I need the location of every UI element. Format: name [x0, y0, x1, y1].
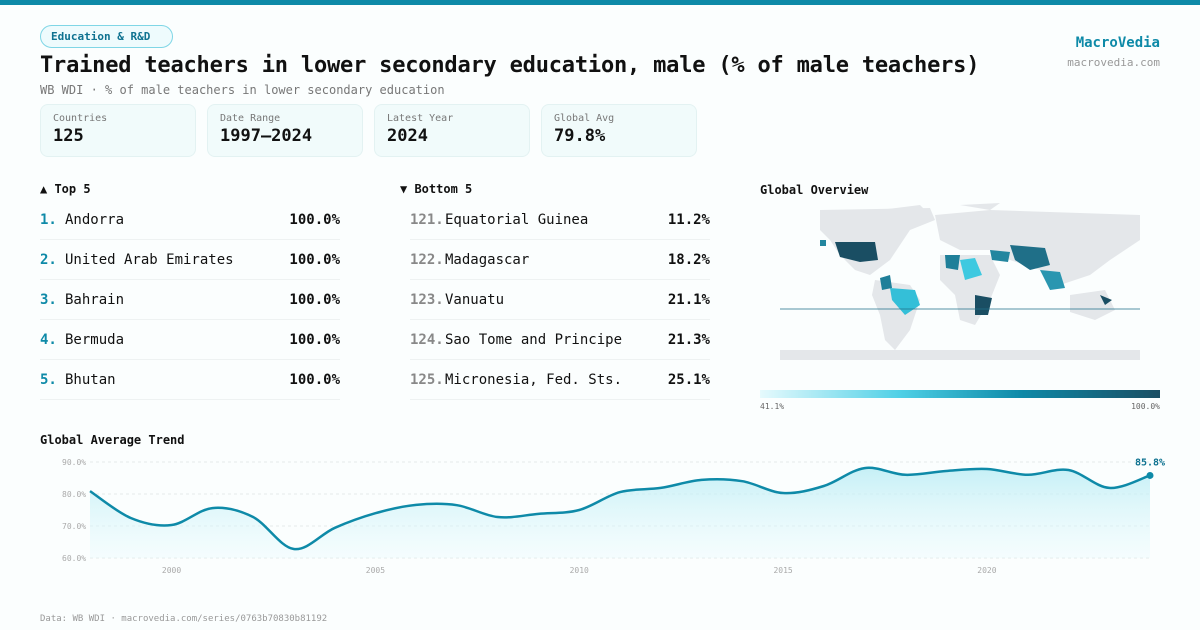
country-value: 100.0% — [289, 251, 340, 268]
rank: 1. — [40, 211, 57, 228]
country-value: 18.2% — [667, 251, 710, 268]
data-point — [1146, 471, 1154, 479]
trend-area — [90, 467, 1150, 558]
stat-label: Date Range — [220, 113, 281, 124]
rank: 123. — [410, 291, 444, 308]
rank: 5. — [40, 371, 57, 388]
top5-row[interactable]: 1. Andorra 100.0% — [40, 200, 340, 240]
brand-url[interactable]: macrovedia.com — [1067, 56, 1160, 69]
land-masses — [780, 203, 1140, 360]
country-name: Bermuda — [65, 331, 125, 348]
country-value: 11.2% — [667, 211, 710, 228]
stat-value: 2024 — [387, 126, 428, 146]
country-value: 100.0% — [289, 331, 340, 348]
bottom5-row[interactable]: 121. Equatorial Guinea 11.2% — [410, 200, 710, 240]
last-value-label: 85.8% — [1135, 457, 1165, 468]
country-name: Bhutan — [65, 371, 116, 388]
x-tick-label: 2020 — [977, 566, 996, 575]
rank: 124. — [410, 331, 444, 348]
country-name: United Arab Emirates — [65, 251, 234, 268]
country-name: Equatorial Guinea — [445, 211, 589, 228]
top5-row[interactable]: 4. Bermuda 100.0% — [40, 320, 340, 360]
x-tick-label: 2005 — [366, 566, 385, 575]
country-value: 21.1% — [667, 291, 710, 308]
category-tag[interactable]: Education & R&D — [40, 25, 174, 48]
stat-label: Countries — [53, 113, 108, 124]
x-tick-label: 2000 — [162, 566, 181, 575]
bottom5-row[interactable]: 123. Vanuatu 21.1% — [410, 280, 710, 320]
top5-row[interactable]: 5. Bhutan 100.0% — [40, 360, 340, 400]
stat-value: 125 — [53, 126, 84, 146]
data-countries — [820, 240, 1112, 315]
trend-chart[interactable]: 60.0% 70.0% 80.0% 90.0% 2000 2005 2010 2015 2020… — [0, 440, 1200, 590]
rank: 4. — [40, 331, 57, 348]
country-name: Andorra — [65, 211, 125, 228]
stat-countries: Countries 125 — [40, 104, 196, 157]
country-name: Bahrain — [65, 291, 125, 308]
bottom5-row[interactable]: 122. Madagascar 18.2% — [410, 240, 710, 280]
country-value: 100.0% — [289, 211, 340, 228]
stat-date-range: Date Range 1997–2024 — [207, 104, 363, 157]
rank: 122. — [410, 251, 444, 268]
stat-latest-year: Latest Year 2024 — [374, 104, 530, 157]
page-title: Trained teachers in lower secondary educ… — [40, 53, 980, 78]
country-value: 25.1% — [667, 371, 710, 388]
stat-global-avg: Global Avg 79.8% — [541, 104, 697, 157]
legend-max: 100.0% — [1131, 402, 1160, 411]
y-tick-label: 80.0% — [62, 490, 86, 499]
rank: 121. — [410, 211, 444, 228]
top-accent-bar — [0, 0, 1200, 5]
brand-name[interactable]: MacroVedia — [1075, 35, 1160, 51]
country-name: Sao Tome and Principe — [445, 331, 623, 348]
legend-min: 41.1% — [760, 402, 785, 411]
brand: MacroVedia macrovedia.com — [1067, 35, 1160, 69]
map-legend-gradient — [760, 390, 1160, 398]
x-tick-label: 2010 — [570, 566, 589, 575]
y-tick-label: 90.0% — [62, 458, 86, 467]
country-name: Vanuatu — [445, 291, 505, 308]
y-tick-label: 60.0% — [62, 554, 86, 563]
rank: 2. — [40, 251, 57, 268]
bottom5-row[interactable]: 124. Sao Tome and Principe 21.3% — [410, 320, 710, 360]
rank: 3. — [40, 291, 57, 308]
country-value: 100.0% — [289, 291, 340, 308]
country-value: 21.3% — [667, 331, 710, 348]
y-tick-label: 70.0% — [62, 522, 86, 531]
stat-label: Latest Year — [387, 113, 454, 124]
bottom5-heading: ▼ Bottom 5 — [400, 182, 473, 196]
trend-heading: Global Average Trend — [40, 433, 185, 447]
top5-row[interactable]: 3. Bahrain 100.0% — [40, 280, 340, 320]
top5-row[interactable]: 2. United Arab Emirates 100.0% — [40, 240, 340, 280]
map-heading: Global Overview — [760, 183, 869, 197]
stat-label: Global Avg — [554, 113, 615, 124]
country-name: Madagascar — [445, 251, 530, 268]
stat-value: 79.8% — [554, 126, 606, 146]
footer-source: Data: WB WDI · macrovedia.com/series/076… — [40, 614, 328, 624]
world-map[interactable] — [760, 200, 1160, 360]
stat-value: 1997–2024 — [220, 126, 313, 146]
country-name: Micronesia, Fed. Sts. — [445, 371, 623, 388]
country-value: 100.0% — [289, 371, 340, 388]
x-tick-label: 2015 — [773, 566, 792, 575]
top5-heading: ▲ Top 5 — [40, 182, 91, 196]
trend-line — [89, 466, 1151, 551]
bottom5-row[interactable]: 125. Micronesia, Fed. Sts. 25.1% — [410, 360, 710, 400]
page-subtitle: WB WDI · % of male teachers in lower sec… — [40, 83, 445, 97]
rank: 125. — [410, 371, 444, 388]
